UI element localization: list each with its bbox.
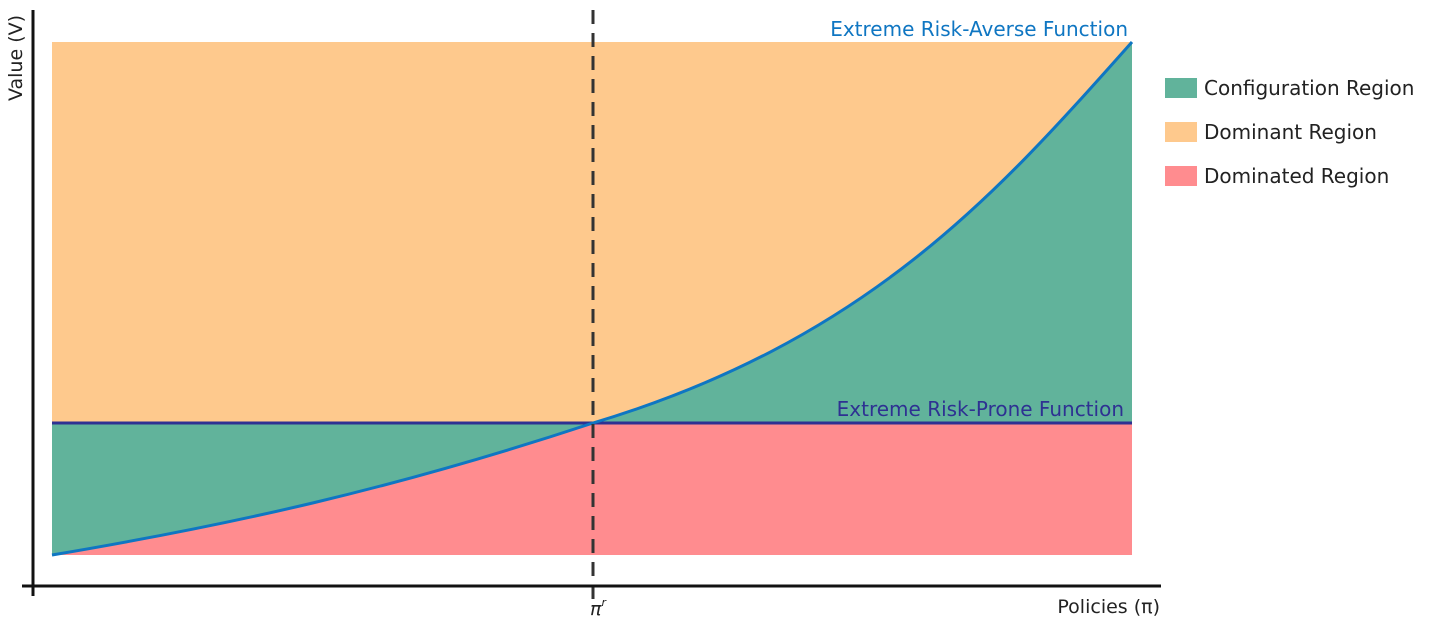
- configuration-region-right: [593, 42, 1132, 423]
- legend-item-configuration: Configuration Region: [1165, 66, 1414, 110]
- legend-swatch-dominant: [1165, 122, 1197, 142]
- x-tick-symbol: π: [590, 598, 602, 620]
- configuration-region-left: [52, 423, 593, 555]
- risk-averse-label: Extreme Risk-Averse Function: [830, 17, 1128, 41]
- legend-label-configuration: Configuration Region: [1204, 76, 1415, 100]
- dominant-region: [52, 42, 1132, 423]
- x-axis-label: Policies (π): [1057, 596, 1160, 618]
- legend-label-dominant: Dominant Region: [1204, 120, 1377, 144]
- legend-label-dominated: Dominated Region: [1204, 164, 1390, 188]
- legend-item-dominant: Dominant Region: [1165, 110, 1414, 154]
- risk-prone-label: Extreme Risk-Prone Function: [837, 397, 1124, 421]
- dominated-region: [52, 423, 1132, 555]
- y-axis-label: Value (V): [5, 15, 27, 101]
- legend-swatch-configuration: [1165, 78, 1197, 98]
- legend-swatch-dominated: [1165, 166, 1197, 186]
- legend: Configuration Region Dominant Region Dom…: [1165, 66, 1414, 198]
- x-tick-label: πr: [590, 596, 607, 620]
- legend-item-dominated: Dominated Region: [1165, 154, 1414, 198]
- x-tick-superscript: r: [601, 596, 607, 609]
- risk-averse-curve: [51, 41, 1134, 557]
